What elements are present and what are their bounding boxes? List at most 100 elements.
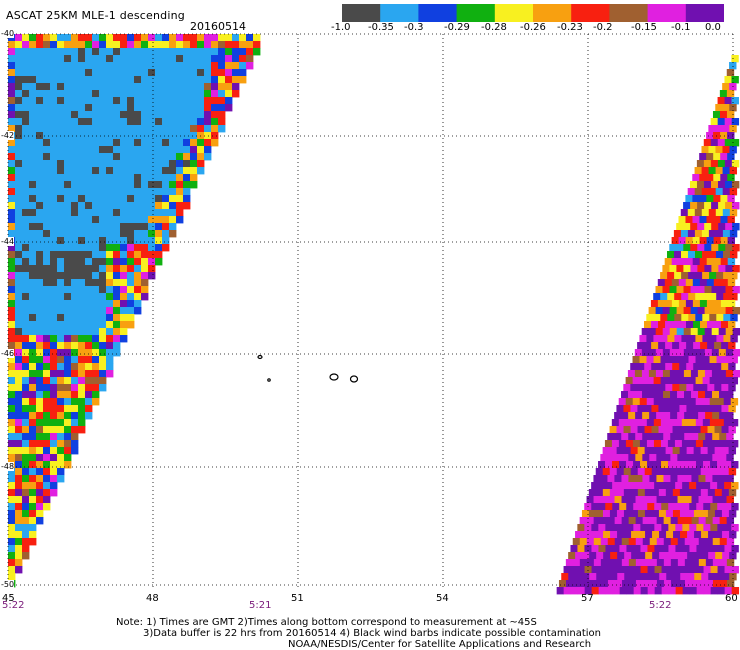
swath-cell [15, 531, 23, 539]
swath-cell [674, 419, 683, 427]
swath-cell [64, 419, 72, 427]
swath-cell [85, 34, 93, 42]
swath-cell [8, 41, 16, 49]
swath-cell [710, 139, 719, 147]
swath-cell [43, 405, 51, 413]
swath-cell [665, 489, 674, 497]
swath-cell [22, 265, 30, 273]
swath-cell [120, 125, 128, 133]
swath-cell [709, 419, 718, 427]
swath-cell [641, 328, 650, 336]
swath-cell [155, 76, 163, 84]
swath-cell [691, 580, 700, 588]
swath-cell [204, 146, 212, 154]
swath-cell [120, 167, 128, 175]
swath-cell [589, 531, 597, 539]
swath-cell [148, 265, 156, 273]
swath-cell [8, 188, 16, 196]
swath-cell [64, 300, 72, 308]
swath-cell [612, 461, 620, 469]
swath-cell [64, 76, 72, 84]
swath-cell [85, 174, 93, 182]
swath-cell [211, 55, 219, 63]
swath-cell [92, 314, 100, 322]
swath-cell [78, 97, 86, 105]
swath-cell [15, 55, 23, 63]
swath-cell [8, 251, 16, 259]
swath-cell [64, 405, 72, 413]
swath-cell [64, 433, 72, 441]
swath-cell [29, 188, 37, 196]
swath-cell [677, 391, 685, 399]
swath-cell [169, 153, 177, 161]
swath-cell [561, 573, 569, 581]
swath-cell [690, 370, 699, 378]
swath-cell [64, 41, 72, 49]
swath-cell [78, 167, 86, 175]
swath-cell [15, 405, 23, 413]
swath-cell [127, 314, 135, 322]
swath-cell [8, 174, 16, 182]
swath-cell [720, 237, 728, 245]
swath-cell [43, 83, 51, 91]
swath-cell [691, 412, 699, 420]
swath-cell [728, 405, 736, 413]
swath-cell [127, 209, 135, 217]
swath-cell [92, 55, 100, 63]
swath-cell [8, 405, 16, 413]
swath-cell [628, 391, 636, 399]
swath-cell [85, 286, 93, 294]
swath-cell [588, 489, 597, 497]
swath-cell [57, 230, 65, 238]
swath-cell [15, 244, 23, 252]
swath-cell [36, 132, 44, 140]
swath-cell [99, 48, 107, 56]
swath-cell [649, 517, 658, 525]
swath-cell [64, 377, 72, 385]
swath-cell [678, 279, 687, 287]
swath-cell [649, 538, 658, 546]
swath-cell [169, 216, 177, 224]
swath-cell [99, 83, 107, 91]
swath-cell [43, 202, 51, 210]
swath-cell [50, 97, 58, 105]
swath-cell [729, 209, 738, 217]
swath-cell [619, 587, 628, 595]
swath-cell [712, 391, 720, 399]
swath-cell [169, 223, 177, 231]
swath-cell [689, 587, 698, 595]
swath-cell [127, 265, 135, 273]
swath-cell [218, 118, 226, 126]
swath-cell [674, 398, 683, 406]
swath-cell [720, 153, 728, 161]
swath-cell [714, 363, 722, 371]
swath-cell [709, 440, 718, 448]
swath-cell [71, 447, 79, 455]
swath-cell [698, 538, 707, 546]
swath-cell [71, 384, 79, 392]
swath-cell [92, 188, 100, 196]
swath-cell [15, 272, 23, 280]
swath-cell [43, 293, 51, 301]
swath-cell [134, 244, 142, 252]
swath-cell [246, 62, 254, 70]
swath-cell [43, 125, 51, 133]
swath-cell [92, 265, 100, 273]
swath-cell [660, 272, 668, 280]
swath-cell [630, 363, 638, 371]
swath-cell [141, 279, 149, 287]
swath-cell [728, 363, 736, 371]
swath-cell [92, 69, 100, 77]
swath-cell [644, 510, 653, 518]
swath-cell [663, 538, 672, 546]
swath-cell [113, 307, 121, 315]
swath-cell [99, 90, 107, 98]
swath-cell [589, 552, 597, 560]
swath-cell [15, 286, 23, 294]
swath-cell [78, 83, 86, 91]
swath-cell [15, 293, 23, 301]
swath-cell [169, 55, 177, 63]
swath-cell [8, 566, 16, 574]
swath-cell [106, 279, 114, 287]
swath-cell [22, 419, 30, 427]
